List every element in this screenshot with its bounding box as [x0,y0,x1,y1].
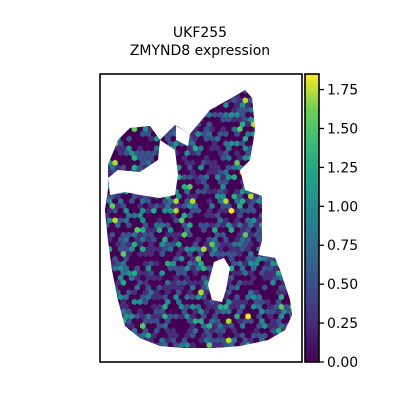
colorbar-tick-label: 0.75 [327,238,358,254]
chart-title: UKF255 [173,25,227,41]
colorbar-tick-label: 1.50 [327,121,358,137]
colorbar: 0.00 0.25 0.50 0.75 1.00 1.25 1.50 1.75 [305,74,358,371]
colorbar-gradient [305,74,319,362]
colorbar-tick-label: 1.25 [327,160,358,176]
colorbar-tick-label: 0.25 [327,316,358,332]
colorbar-tick-label: 0.50 [327,277,358,293]
colorbar-ticks: 0.00 0.25 0.50 0.75 1.00 1.25 1.50 1.75 [319,83,358,371]
colorbar-tick-label: 1.00 [327,199,358,215]
colorbar-tick-label: 0.00 [327,355,358,371]
chart-subtitle: ZMYND8 expression [130,43,270,59]
colorbar-tick-label: 1.75 [327,83,358,99]
